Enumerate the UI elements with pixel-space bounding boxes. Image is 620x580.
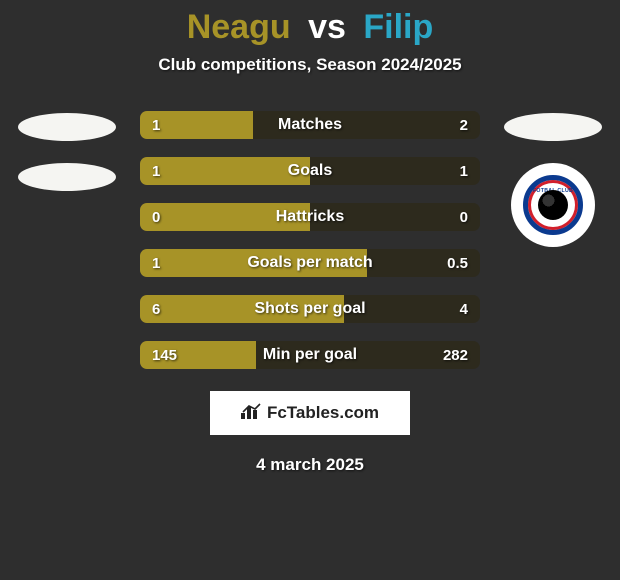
stat-value-right: 2 [460, 111, 468, 139]
right-side: FOTBAL CLUB [498, 111, 608, 247]
content: Neagu vs Filip Club competitions, Season… [0, 0, 620, 580]
stat-value-left: 1 [152, 249, 160, 277]
stat-value-right: 0 [460, 203, 468, 231]
stat-value-right: 1 [460, 157, 468, 185]
stat-value-left: 6 [152, 295, 160, 323]
source-text: FcTables.com [267, 403, 379, 423]
stat-bar: 00Hattricks [140, 203, 480, 231]
stat-value-left: 0 [152, 203, 160, 231]
subtitle: Club competitions, Season 2024/2025 [0, 55, 620, 75]
stat-value-left: 1 [152, 111, 160, 139]
stat-bar-right [310, 203, 480, 231]
stat-bar: 11Goals [140, 157, 480, 185]
stat-bar-left [140, 203, 310, 231]
stat-bar-left [140, 157, 310, 185]
stat-bar-right [253, 111, 480, 139]
stat-bar: 12Matches [140, 111, 480, 139]
source-badge: FcTables.com [210, 391, 410, 435]
stat-bar: 64Shots per goal [140, 295, 480, 323]
player-placeholder [18, 113, 116, 141]
club-placeholder [18, 163, 116, 191]
club-badge: FOTBAL CLUB [511, 163, 595, 247]
bars-icon [241, 403, 261, 424]
title-left: Neagu [187, 8, 291, 46]
stat-bar-left [140, 295, 344, 323]
stat-bar: 10.5Goals per match [140, 249, 480, 277]
player-placeholder [504, 113, 602, 141]
stat-value-right: 4 [460, 295, 468, 323]
middle-row: 12Matches11Goals00Hattricks10.5Goals per… [0, 111, 620, 369]
stat-value-left: 1 [152, 157, 160, 185]
club-badge-inner: FOTBAL CLUB [523, 175, 583, 235]
stat-bar-right [310, 157, 480, 185]
stat-value-right: 0.5 [447, 249, 468, 277]
bars: 12Matches11Goals00Hattricks10.5Goals per… [140, 111, 480, 369]
stat-bar: 145282Min per goal [140, 341, 480, 369]
title-vs: vs [308, 8, 346, 46]
stat-bar-left [140, 249, 367, 277]
title: Neagu vs Filip [0, 0, 620, 47]
stat-value-right: 282 [443, 341, 468, 369]
left-side [12, 111, 122, 191]
title-right: Filip [363, 8, 433, 46]
date: 4 march 2025 [0, 455, 620, 475]
stat-value-left: 145 [152, 341, 177, 369]
ball-icon [538, 190, 568, 220]
